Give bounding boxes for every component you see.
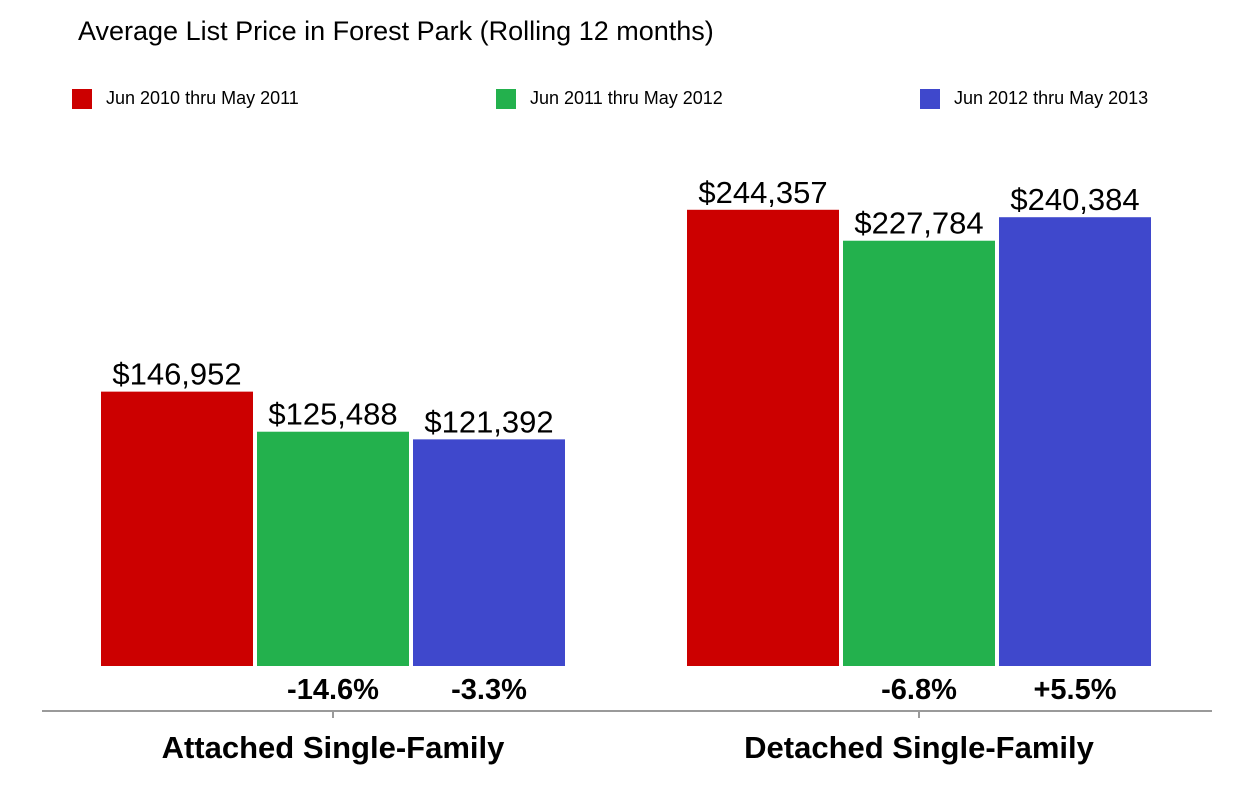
legend-label-series-1: Jun 2010 thru May 2011 <box>106 88 299 108</box>
bar-1-series-1 <box>101 391 253 666</box>
change-label-2-series-2: -6.8% <box>881 674 957 706</box>
category-label-1: Attached Single-Family <box>162 730 506 765</box>
change-label-1-series-2: -14.6% <box>287 674 379 706</box>
legend-item-series-1: Jun 2010 thru May 2011 <box>72 88 299 109</box>
chart-title: Average List Price in Forest Park (Rolli… <box>78 16 714 46</box>
legend-label-series-3: Jun 2012 thru May 2013 <box>954 88 1149 108</box>
change-label-1-series-3: -3.3% <box>451 674 527 706</box>
bar-1-series-2 <box>257 431 409 666</box>
bar-value-label-2-series-3: $240,384 <box>1010 182 1139 217</box>
bar-value-label-1-series-1: $146,952 <box>112 357 241 392</box>
legend-item-series-3: Jun 2012 thru May 2013 <box>920 88 1148 109</box>
bar-1-series-3 <box>413 439 565 666</box>
bar-2-series-1 <box>687 209 839 667</box>
change-label-2-series-3: +5.5% <box>1033 674 1116 706</box>
bar-value-label-1-series-2: $125,488 <box>268 397 397 432</box>
bar-value-label-1-series-3: $121,392 <box>424 404 553 439</box>
bar-value-label-2-series-1: $244,357 <box>698 175 827 210</box>
category-label-2: Detached Single-Family <box>744 730 1094 765</box>
legend-swatch-series-3 <box>920 88 940 109</box>
bar-value-label-2-series-2: $227,784 <box>854 206 983 241</box>
legend-label-series-2: Jun 2011 thru May 2012 <box>530 88 723 108</box>
legend-swatch-series-1 <box>72 88 92 109</box>
bar-2-series-3 <box>999 217 1151 667</box>
legend-item-series-2: Jun 2011 thru May 2012 <box>496 88 723 109</box>
legend-swatch-series-2 <box>496 88 516 109</box>
bar-2-series-2 <box>843 240 995 666</box>
